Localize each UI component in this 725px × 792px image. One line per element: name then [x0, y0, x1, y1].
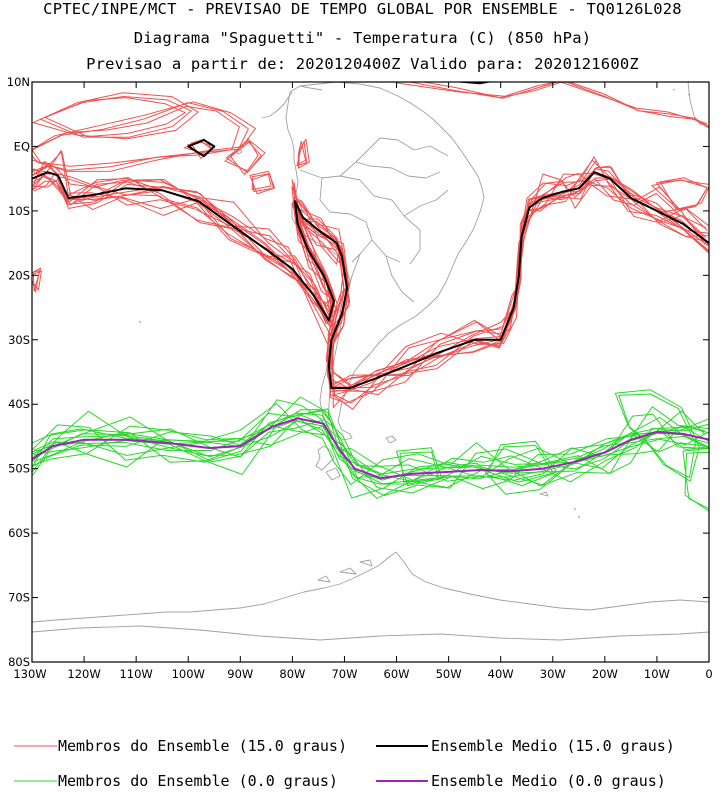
lon-tick-label: 40W [488, 667, 514, 681]
member-15c-blob [229, 138, 259, 176]
member-15c-blob [251, 173, 274, 192]
lat-tick-label: 70S [8, 591, 30, 605]
member-15c-blob [32, 105, 240, 167]
lat-tick-label: 10S [8, 204, 30, 218]
mean-0c-contour [32, 417, 709, 480]
lon-tick-label: 70W [331, 667, 357, 681]
antarctic-peninsula [32, 551, 397, 623]
member-0c-contour [32, 396, 705, 499]
lon-tick-label: 80W [279, 667, 305, 681]
antarctica-weddell [395, 551, 709, 611]
member-0c-loop [614, 389, 700, 482]
member-15c-contour [32, 173, 708, 404]
lat-tick-label: 20S [8, 268, 30, 282]
member-15c-blob [224, 140, 266, 172]
member-15c-blob [32, 92, 199, 140]
mean-15c-north [452, 82, 493, 85]
lon-tick-label: 60W [384, 667, 410, 681]
lat-tick-label: EQ [14, 139, 30, 153]
member-0c-contour [32, 403, 709, 495]
lon-tick-label: 100W [172, 667, 205, 681]
mean-15c-blob [187, 139, 216, 158]
legend-label-member15: Membros do Ensemble (15.0 graus) [58, 737, 347, 755]
member-15c-blob [395, 82, 560, 97]
member-0c-loop [682, 447, 709, 510]
member-0c-loop [684, 451, 709, 512]
lon-tick-label: 30W [540, 667, 566, 681]
plot-frame [31, 81, 710, 663]
member-15c-contour [32, 172, 707, 392]
legend-label-mean15: Ensemble Medio (15.0 graus) [431, 737, 675, 755]
member-0c-contour [33, 412, 709, 481]
member-15c-blob [44, 97, 186, 138]
mean-layer [32, 82, 709, 480]
lat-tick-label: 30S [8, 333, 30, 347]
member-0c-loop [485, 445, 554, 483]
member-15c-blob [297, 140, 307, 165]
member-15c-contour [32, 168, 709, 389]
member-15c-contour [33, 160, 709, 396]
member-15c-contour [32, 163, 709, 393]
lon-tick-label: 10W [644, 667, 670, 681]
member-15c-blob [564, 82, 709, 128]
lon-tick-label: 20W [592, 667, 618, 681]
member-0c-loop [618, 393, 696, 479]
member-15c-blob [559, 82, 709, 129]
lat-tick-label: 80S [8, 655, 30, 669]
falklands [385, 435, 397, 444]
lon-tick-label: 120W [67, 667, 100, 681]
member-0c-contour [33, 420, 709, 480]
title-line-model: CPTEC/INPE/MCT - PREVISAO DE TEMPO GLOBA… [43, 0, 682, 18]
lon-tick-label: 50W [436, 667, 462, 681]
lon-tick-label: 90W [227, 667, 253, 681]
member-15c-contour [32, 151, 706, 409]
lon-tick-label: 130W [13, 667, 46, 681]
lat-tick-label: 50S [8, 462, 30, 476]
south-georgia [539, 491, 549, 497]
member-15c-contour [33, 166, 709, 385]
lat-tick-label: 10N [7, 75, 30, 89]
lat-tick-label: 60S [8, 526, 30, 540]
central-america-coast [261, 85, 323, 119]
africa-west [687, 82, 709, 127]
title-line-product: Diagrama "Spaguetti" - Temperatura (C) (… [133, 29, 592, 47]
member-15c-blob [251, 173, 272, 191]
member-0c-contour [32, 419, 709, 488]
tierra-del-fuego [315, 445, 341, 481]
member-0c-contour [32, 412, 709, 486]
legend-label-mean0: Ensemble Medio (0.0 graus) [431, 772, 666, 790]
mean-15c-contour [32, 171, 709, 390]
member-0c-contour [33, 419, 709, 478]
lon-tick-label: 110W [119, 667, 152, 681]
member-0c-contour [32, 399, 709, 499]
member-15c-contour [33, 165, 709, 388]
member-15c-blob [249, 170, 276, 195]
lat-tick-label: 40S [8, 397, 30, 411]
member-0c-contour [32, 409, 709, 497]
title-line-times: Previsao a partir de: 2020120400Z Valido… [86, 55, 639, 73]
lon-tick-label: 0 [705, 667, 712, 681]
south-sandwich [573, 507, 581, 519]
small-islands [138, 88, 691, 324]
member-15c-blob [32, 101, 256, 172]
coastline-layer [32, 82, 709, 641]
antarctic-shelf [32, 625, 709, 641]
member-15c-contour [32, 161, 709, 410]
legend-label-member0: Membros do Ensemble (0.0 graus) [58, 772, 338, 790]
member-15c-blob [407, 82, 559, 99]
member-0c-contour [32, 410, 709, 485]
antarctic-islands [317, 559, 373, 583]
member-15c-blob [32, 270, 42, 291]
country-borders [299, 137, 449, 421]
member-0c-loop [399, 451, 440, 483]
legend: Membros do Ensemble (15.0 graus) Ensembl… [14, 737, 675, 790]
member-15c-blob [651, 179, 709, 212]
member-15c-blob [32, 102, 249, 171]
